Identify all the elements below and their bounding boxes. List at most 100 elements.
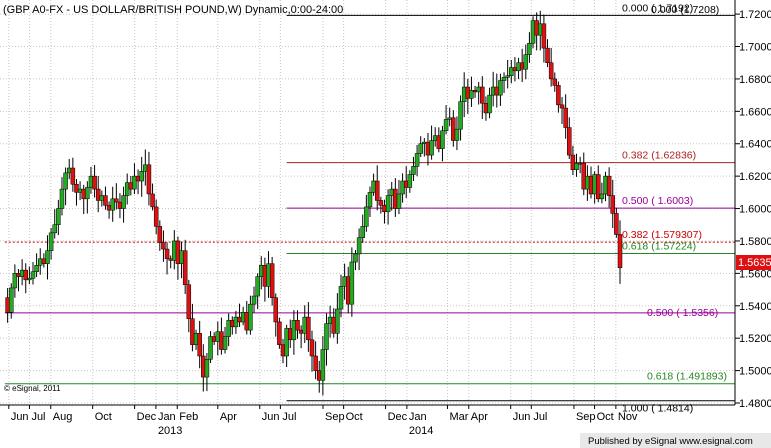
candle-body (85, 187, 90, 200)
candle-body (335, 308, 340, 334)
candle-body (324, 323, 329, 350)
candle-body (34, 265, 39, 272)
x-tick-label: Jul (31, 411, 45, 423)
x-tick-label: Jun (262, 411, 280, 423)
candle-body (353, 253, 358, 263)
publisher-label: Published by eSignal www.esignal.com (588, 436, 753, 447)
x-tick-label: Jun (11, 411, 29, 423)
fib-level-label: 0.618 (1.491893) (647, 371, 727, 383)
y-tick-label: 1.5200 (739, 333, 771, 345)
candle-body (8, 287, 14, 313)
candle-body (190, 318, 195, 345)
candle-body (114, 198, 119, 203)
fib-level-label: 0.000 ( 1.7192) (622, 2, 693, 14)
candle-body (277, 321, 282, 345)
candle-body (548, 62, 554, 80)
last-price-label: 1.5635 (738, 257, 771, 269)
candle-body (320, 349, 326, 381)
candle-body (269, 263, 275, 298)
candle-body (414, 153, 420, 167)
y-tick-label: 1.5600 (739, 268, 771, 280)
fib-level-label: 0.382 (1.62836) (622, 150, 696, 162)
fib-level-label: 0.500 ( 1.6003) (622, 195, 693, 207)
candle-body (139, 171, 144, 182)
x-tick-label: Aug (53, 411, 73, 423)
candle-body (251, 295, 257, 305)
candle-body (570, 154, 576, 170)
candle-body (248, 303, 253, 331)
y-tick-label: 1.5400 (739, 301, 771, 313)
candle-body (110, 198, 115, 211)
candle-body (309, 339, 315, 357)
candle-body (556, 85, 561, 106)
candle-body (378, 200, 384, 206)
candle-body (197, 333, 202, 357)
candle-body (273, 297, 279, 323)
candle-body (222, 336, 228, 350)
candle-body (364, 206, 369, 227)
x-tick-label: Mar (449, 411, 468, 423)
candle-body (349, 261, 355, 305)
candle-body (284, 328, 289, 357)
candle-body (567, 127, 572, 156)
candle-body (255, 276, 260, 297)
x-tick-label: Feb (179, 411, 198, 423)
candle-body (27, 277, 32, 281)
candle-body (599, 193, 605, 200)
x-tick-label: Sep (325, 411, 345, 423)
y-tick-label: 1.6600 (739, 106, 771, 118)
x-tick-label: Oct (95, 411, 112, 423)
candle-body (306, 316, 311, 341)
publisher-bar (580, 433, 771, 448)
candle-body (527, 43, 532, 55)
y-tick-label: 1.4800 (739, 398, 771, 410)
candle-body (95, 188, 101, 201)
candle-body (30, 271, 36, 279)
candle-body (443, 119, 449, 132)
year-label: 2013 (158, 425, 182, 437)
candle-body (610, 195, 616, 214)
x-tick-label: Jul (533, 411, 547, 423)
candle-body (45, 250, 50, 264)
candle-body (545, 47, 550, 63)
x-tick-label: Dec (388, 411, 408, 423)
candle-body (313, 355, 318, 371)
fib-level-label: 0.500 ( 1.5356) (647, 307, 718, 319)
candle-body (596, 174, 601, 200)
candle-body (153, 206, 159, 227)
x-tick-label: Oct (346, 411, 363, 423)
candle-body (617, 234, 623, 268)
candle-body (487, 94, 492, 114)
chart-title: (GBP A0-FX - US DOLLAR/BRITISH POUND,W) … (3, 4, 343, 16)
x-tick-label: Nov (618, 411, 638, 423)
candle-body (501, 77, 507, 81)
year-label: 2014 (409, 425, 433, 437)
candle-body (186, 284, 192, 319)
x-tick-label: Sep (576, 411, 596, 423)
axes: 1.7200 1.7000 1.6800 1.6600 1.6400 1.6200 1.60… (0, 0, 771, 437)
candle-body (92, 175, 97, 190)
last-price-box (736, 255, 771, 270)
candle-body (505, 75, 510, 78)
candle-body (574, 162, 579, 170)
fib-level-label: 0.382 (1.579307) (622, 229, 702, 241)
fibonacci-levels: 0.000 ( 1.7192) 0.382 (1.62836) 0.500 ( 1.… (4, 2, 735, 415)
candle-body (458, 101, 463, 130)
candle-body (541, 23, 547, 49)
x-tick-label: Jan (158, 411, 176, 423)
candle-body (132, 175, 137, 190)
y-tick-label: 1.5800 (739, 236, 771, 248)
candle-body (56, 208, 61, 226)
x-tick-label: Oct (597, 411, 614, 423)
candle-body (157, 226, 163, 243)
candle-body (563, 107, 568, 128)
y-tick-label: 1.5000 (739, 366, 771, 378)
candle-body (164, 248, 170, 260)
candle-body (356, 237, 362, 255)
candle-body (103, 195, 108, 206)
candle-body (74, 183, 79, 193)
candle-body (63, 172, 68, 190)
candle-body (48, 232, 54, 251)
candle-body (182, 250, 188, 285)
candle-body (606, 175, 612, 196)
